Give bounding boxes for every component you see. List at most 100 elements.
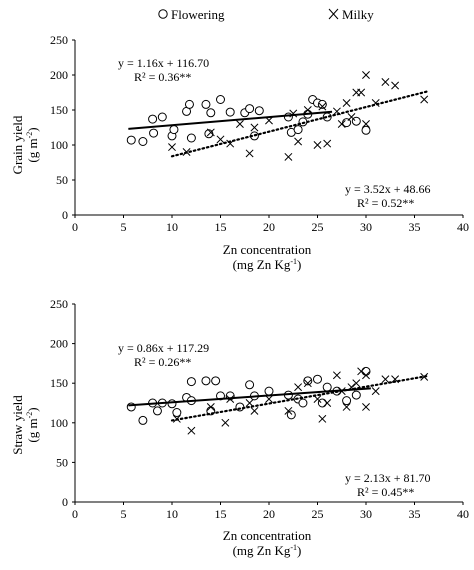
straw-yield-points [126, 366, 429, 435]
straw-milky-point [362, 403, 370, 411]
straw-flowering-point [172, 408, 182, 418]
straw-x-tick-label: 10 [166, 507, 178, 521]
straw-milky-point [371, 387, 380, 396]
straw-flowering-trendline [128, 387, 371, 407]
grain-y-tick-label: 150 [50, 103, 68, 117]
straw-milky-point [187, 426, 196, 435]
straw-milky-point [332, 371, 341, 380]
grain-milky-point [284, 152, 293, 161]
straw-flowering-point [235, 402, 245, 412]
straw-x-tick-label: 20 [263, 507, 275, 521]
grain-milky-equation: y = 3.52x + 48.66 [345, 182, 431, 196]
grain-flowering-point [245, 104, 255, 114]
grain-milky-point [294, 137, 303, 146]
straw-milky-point [318, 414, 327, 423]
grain-x-tick-label: 15 [215, 220, 227, 234]
straw-y-tick-label: 100 [50, 416, 68, 430]
straw-flowering-point [245, 380, 255, 390]
grain-yield-chart: 0 5 10 15 20 25 30 35 40 0 50 100 150 200 250 y = 1.16… [10, 33, 469, 272]
straw-milky-point [342, 403, 351, 411]
straw-flowering-equation: y = 0.86x + 117.29 [118, 341, 209, 355]
grain-milky-r2: R² = 0.52** [357, 196, 414, 210]
straw-flowering-r2: R² = 0.26** [134, 355, 191, 369]
straw-flowering-point [286, 410, 296, 420]
grain-milky-point [313, 141, 322, 149]
straw-milky-point [294, 383, 303, 392]
grain-y-axis-unit: (g m-2) [25, 127, 40, 162]
legend-milky-marker [328, 8, 339, 20]
legend: Flowering Milky [158, 7, 374, 22]
grain-x-tick-label: 0 [72, 220, 78, 234]
grain-x-axis-unit: (mg Zn Kg-1) [233, 257, 302, 272]
straw-flowering-point [322, 382, 332, 392]
grain-flowering-point [283, 112, 293, 122]
grain-flowering-point [361, 125, 371, 135]
straw-milky-point [357, 367, 366, 376]
straw-flowering-point [342, 396, 352, 406]
grain-flowering-point [157, 112, 167, 122]
grain-flowering-point [184, 99, 194, 109]
straw-milky-point [362, 371, 370, 380]
grain-milky-point [323, 139, 332, 148]
grain-milky-trendline [170, 89, 431, 158]
straw-x-tick-label: 35 [409, 507, 421, 521]
grain-milky-point [362, 120, 370, 128]
straw-y-tick-label: 150 [50, 376, 68, 390]
straw-flowering-point [361, 366, 371, 376]
straw-milky-point [323, 399, 332, 407]
straw-milky-point [250, 406, 259, 415]
straw-flowering-point [298, 398, 308, 408]
straw-x-tick-label: 5 [121, 507, 127, 521]
grain-flowering-point [225, 107, 235, 117]
straw-flowering-point [201, 376, 211, 386]
straw-flowering-point [264, 386, 274, 396]
grain-milky-point [250, 123, 259, 132]
grain-flowering-r2: R² = 0.36** [134, 70, 191, 84]
grain-x-axis-label: Zn concentration [223, 242, 312, 257]
grain-x-tick-label: 5 [121, 220, 127, 234]
grain-yield-trendlines [128, 89, 431, 158]
grain-flowering-point [206, 108, 216, 118]
grain-milky-point [206, 128, 215, 137]
grain-y-tick-label: 0 [62, 208, 68, 222]
grain-flowering-point [317, 99, 327, 109]
straw-y-axis-unit: (g m-2) [25, 407, 40, 442]
grain-y-tick-label: 50 [56, 173, 68, 187]
straw-yield-trendlines [128, 374, 431, 422]
grain-flowering-point [293, 125, 303, 135]
grain-flowering-point [254, 106, 264, 116]
grain-yield-ticks: 0 5 10 15 20 25 30 35 40 0 50 100 150 200 250 [50, 33, 469, 234]
straw-x-axis-label: Zn concentration [223, 528, 312, 543]
grain-x-tick-label: 30 [360, 220, 372, 234]
grain-milky-point [391, 81, 400, 90]
straw-x-tick-label: 30 [360, 507, 372, 521]
straw-milky-point [206, 403, 215, 411]
grain-flowering-point [149, 128, 159, 138]
straw-yield-chart: 0 5 10 15 20 25 30 35 40 0 50 100 150 200 250 y = 0.86… [10, 297, 469, 558]
straw-milky-point [352, 379, 361, 388]
straw-flowering-point [167, 399, 177, 409]
grain-x-tick-label: 10 [166, 220, 178, 234]
straw-flowering-point [138, 415, 148, 425]
straw-flowering-point [152, 406, 162, 416]
grain-flowering-point [126, 135, 136, 145]
legend-flowering-marker [158, 9, 168, 19]
grain-milky-point [318, 102, 327, 111]
grain-milky-point [362, 71, 370, 79]
grain-y-tick-label: 200 [50, 68, 68, 82]
legend-milky-label: Milky [342, 7, 374, 22]
grain-y-tick-label: 250 [50, 33, 68, 47]
grain-x-tick-label: 35 [409, 220, 421, 234]
grain-milky-point [168, 143, 176, 152]
grain-flowering-point [138, 137, 148, 146]
grain-flowering-point [201, 99, 211, 109]
grain-yield-points [126, 71, 429, 161]
grain-milky-point [342, 99, 351, 107]
straw-flowering-point [186, 377, 196, 387]
straw-x-axis-unit: (mg Zn Kg-1) [233, 543, 302, 558]
straw-y-axis-label: Straw yield [10, 395, 25, 455]
straw-x-tick-label: 15 [215, 507, 227, 521]
straw-x-tick-label: 25 [312, 507, 324, 521]
straw-y-tick-label: 250 [50, 297, 68, 311]
